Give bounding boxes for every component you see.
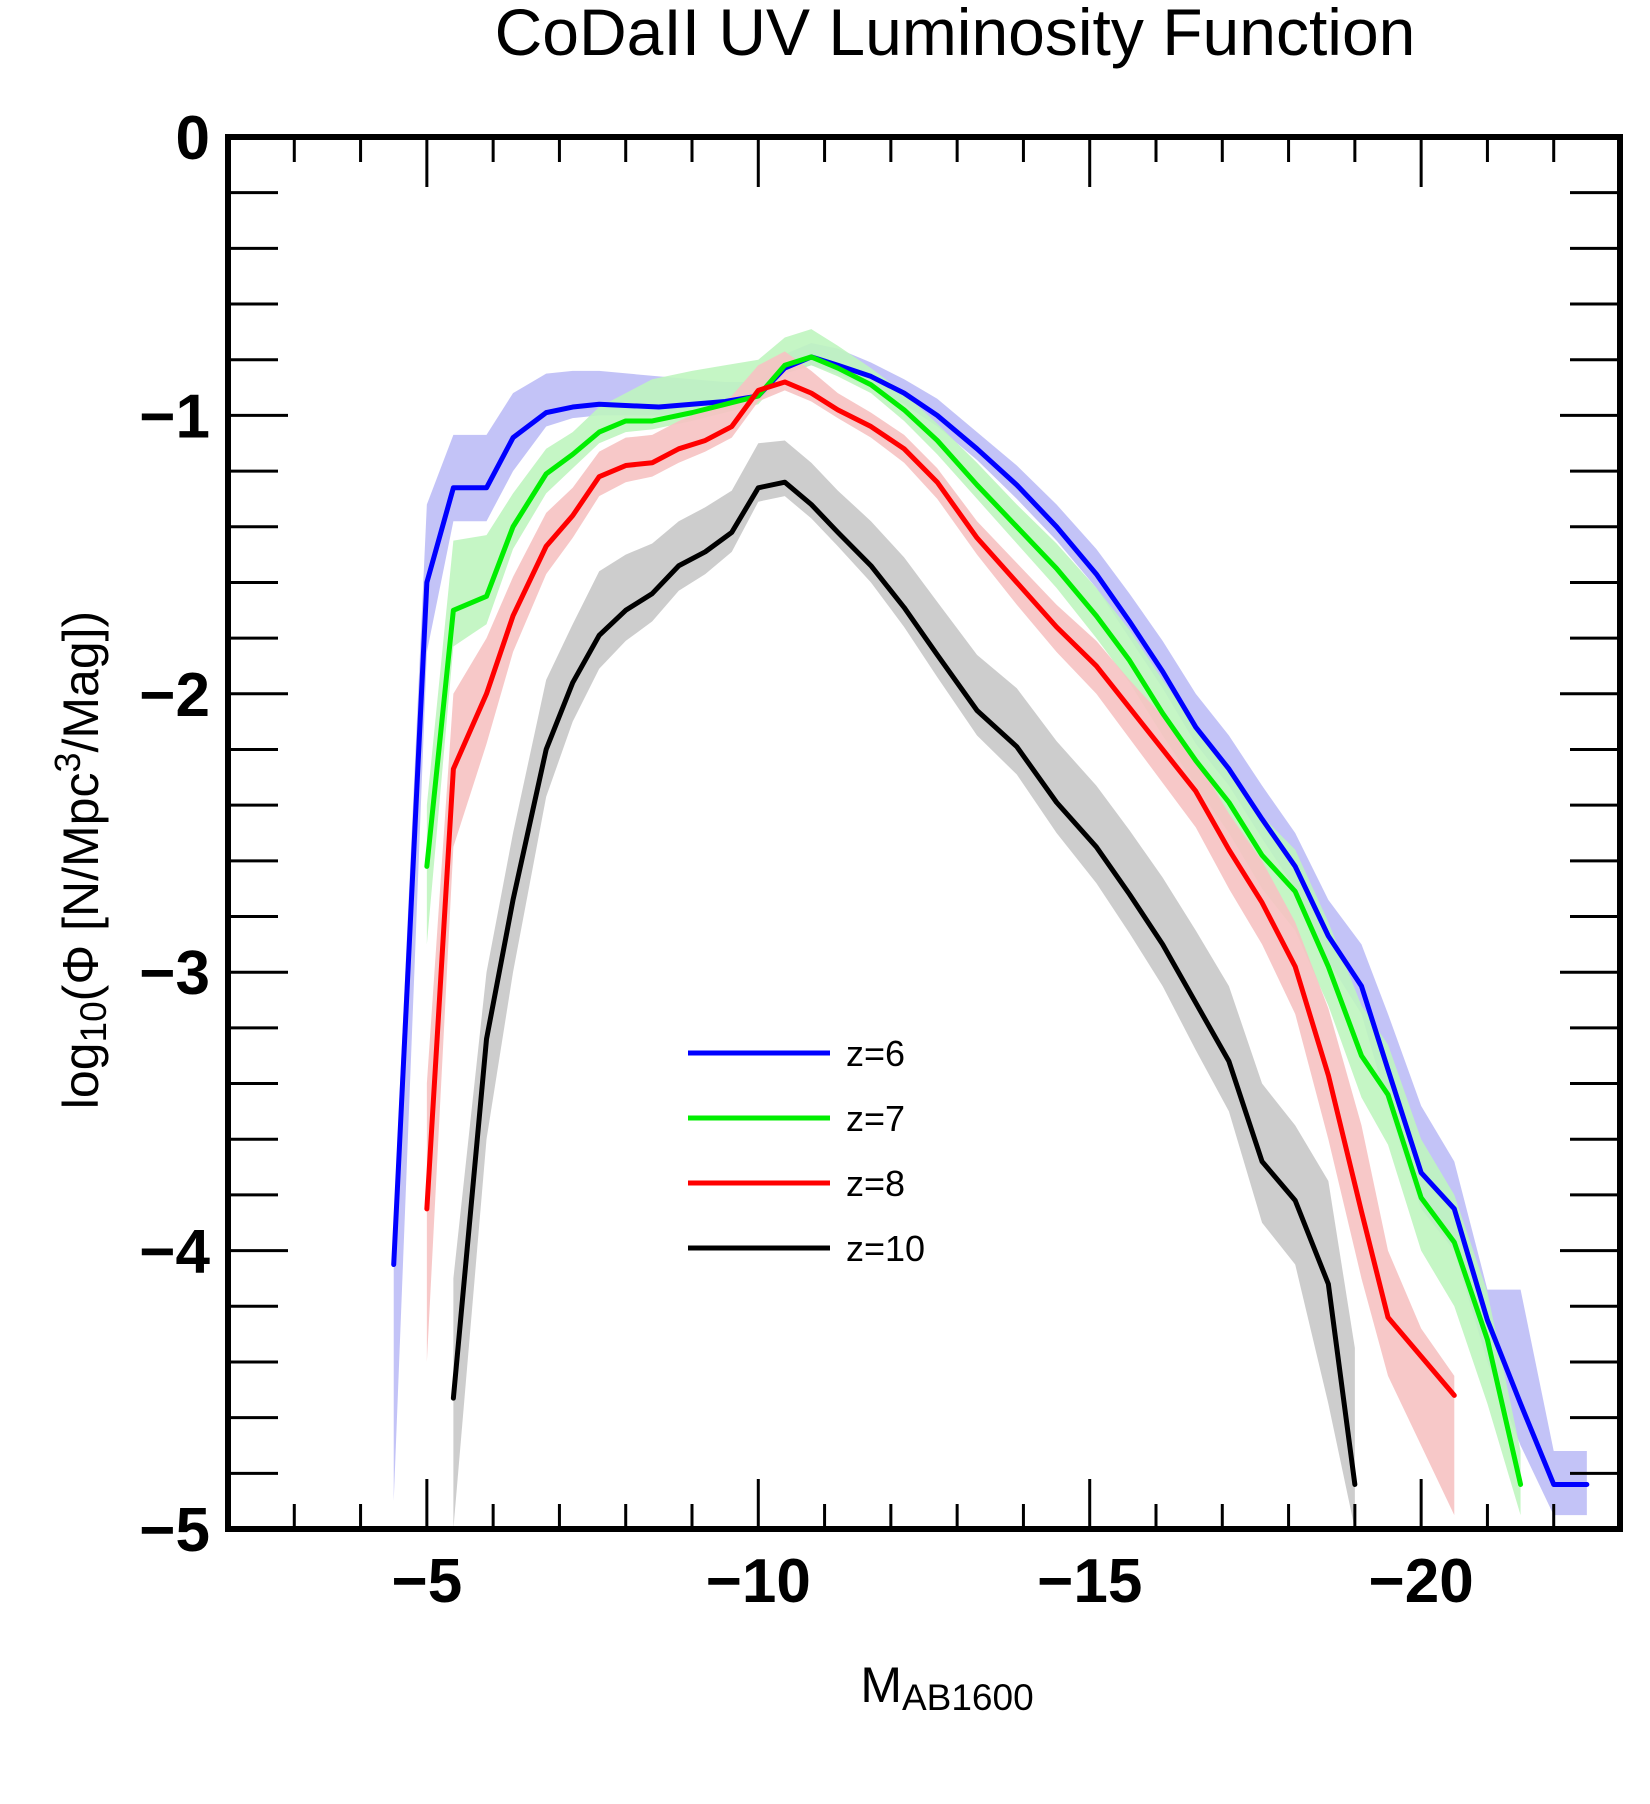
y-axis-label-post: /Mag]) — [53, 611, 109, 753]
band-z7 — [426, 329, 1521, 1516]
y-tick-label: −4 — [139, 1218, 210, 1287]
x-axis-label-sub: AB1600 — [902, 1677, 1034, 1718]
band-z6 — [393, 343, 1587, 1516]
legend-label-z7: z=7 — [846, 1098, 905, 1139]
x-axis-label: MAB1600 — [860, 1657, 1033, 1718]
x-tick-label: −15 — [1037, 1547, 1142, 1616]
axis-ticks — [226, 135, 1622, 1531]
y-tick-label: −3 — [139, 939, 210, 1008]
chart-title: CoDaII UV Luminosity Function — [495, 0, 1416, 69]
x-tick-label: −10 — [706, 1547, 811, 1616]
line-z7 — [424, 354, 1524, 1487]
legend-label-z8: z=8 — [846, 1163, 905, 1204]
series-lines — [391, 354, 1590, 1487]
x-tick-label: −5 — [392, 1547, 463, 1616]
x-axis-label-main: M — [860, 1657, 902, 1713]
x-tick-label: −20 — [1369, 1547, 1474, 1616]
legend-label-z6: z=6 — [846, 1033, 905, 1074]
line-z10 — [450, 479, 1358, 1487]
y-tick-label: −1 — [139, 382, 210, 451]
y-axis-label-sub: 10 — [73, 1001, 114, 1042]
y-tick-labels: 0 −1 −2 −3 −4 −5 — [139, 104, 210, 1565]
line-z8 — [424, 379, 1457, 1398]
y-tick-label: −2 — [139, 661, 210, 730]
y-tick-label: 0 — [176, 104, 210, 173]
uncertainty-bands — [393, 329, 1587, 1529]
legend-label-z10: z=10 — [846, 1228, 925, 1269]
line-z6 — [391, 354, 1590, 1487]
y-axis-label: log10(Φ [N/Mpc3/Mag]) — [47, 611, 114, 1109]
plot-frame — [225, 134, 1623, 1532]
y-tick-label: −5 — [139, 1496, 210, 1565]
legend: z=6 z=7 z=8 z=10 — [688, 1033, 925, 1269]
y-axis-label-sup: 3 — [47, 752, 88, 772]
band-z10 — [453, 440, 1355, 1529]
y-axis-label-mid: (Φ [N/Mpc — [53, 773, 109, 1002]
x-tick-labels: −5 −10 −15 −20 — [392, 1547, 1474, 1616]
y-axis-label-pre: log — [53, 1042, 109, 1109]
